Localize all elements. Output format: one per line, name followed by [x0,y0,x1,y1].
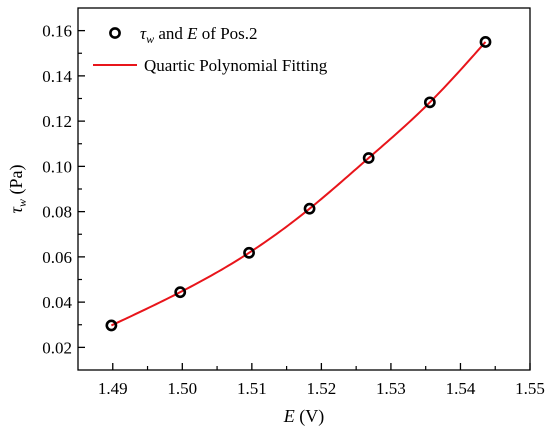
legend-var-e: E [186,24,198,43]
legend-marker-symbol [109,27,121,39]
legend-and: and [154,24,187,43]
x-tick-label: 1.54 [446,379,476,398]
x-axis-unit: (V) [295,406,325,427]
y-tick-label: 0.16 [42,22,72,41]
legend-tail: of Pos.2 [198,24,258,43]
legend-label-fit: Quartic Polynomial Fitting [144,56,328,75]
y-tick-label: 0.02 [42,338,72,357]
x-tick-label: 1.51 [237,379,267,398]
y-tick-label: 0.04 [42,293,72,312]
y-tick-label: 0.14 [42,67,72,86]
x-tick-label: 1.55 [515,379,545,398]
x-tick-label: 1.52 [307,379,337,398]
y-tick-label: 0.10 [42,157,72,176]
data-point [362,152,375,164]
data-point [174,286,187,299]
x-tick-label: 1.53 [376,379,406,398]
legend-label-data: τw and E of Pos.2 [140,24,258,46]
y-tick-label: 0.12 [42,112,72,131]
x-axis-title: E (V) [283,406,325,427]
data-point [105,319,118,332]
x-tick-label: 1.49 [98,379,128,398]
y-axis-var-subscript: w [15,199,29,207]
y-tick-label: 0.06 [42,248,72,267]
y-axis-unit: (Pa) [6,165,27,200]
fit-curve [110,41,487,327]
data-point [479,36,492,48]
x-axis-var: E [283,406,295,426]
data-point [243,246,255,259]
legend: τw and E of Pos.2 Quartic Polynomial Fit… [93,24,328,75]
x-tick-label: 1.50 [167,379,197,398]
data-point [303,202,316,215]
legend-var-subscript: w [146,32,154,46]
legend-var-tau: τ [140,24,147,43]
y-axis-var: τ [6,206,26,213]
data-point [423,96,436,109]
y-axis-title: τw (Pa) [6,165,29,214]
y-tick-label: 0.08 [42,203,72,222]
